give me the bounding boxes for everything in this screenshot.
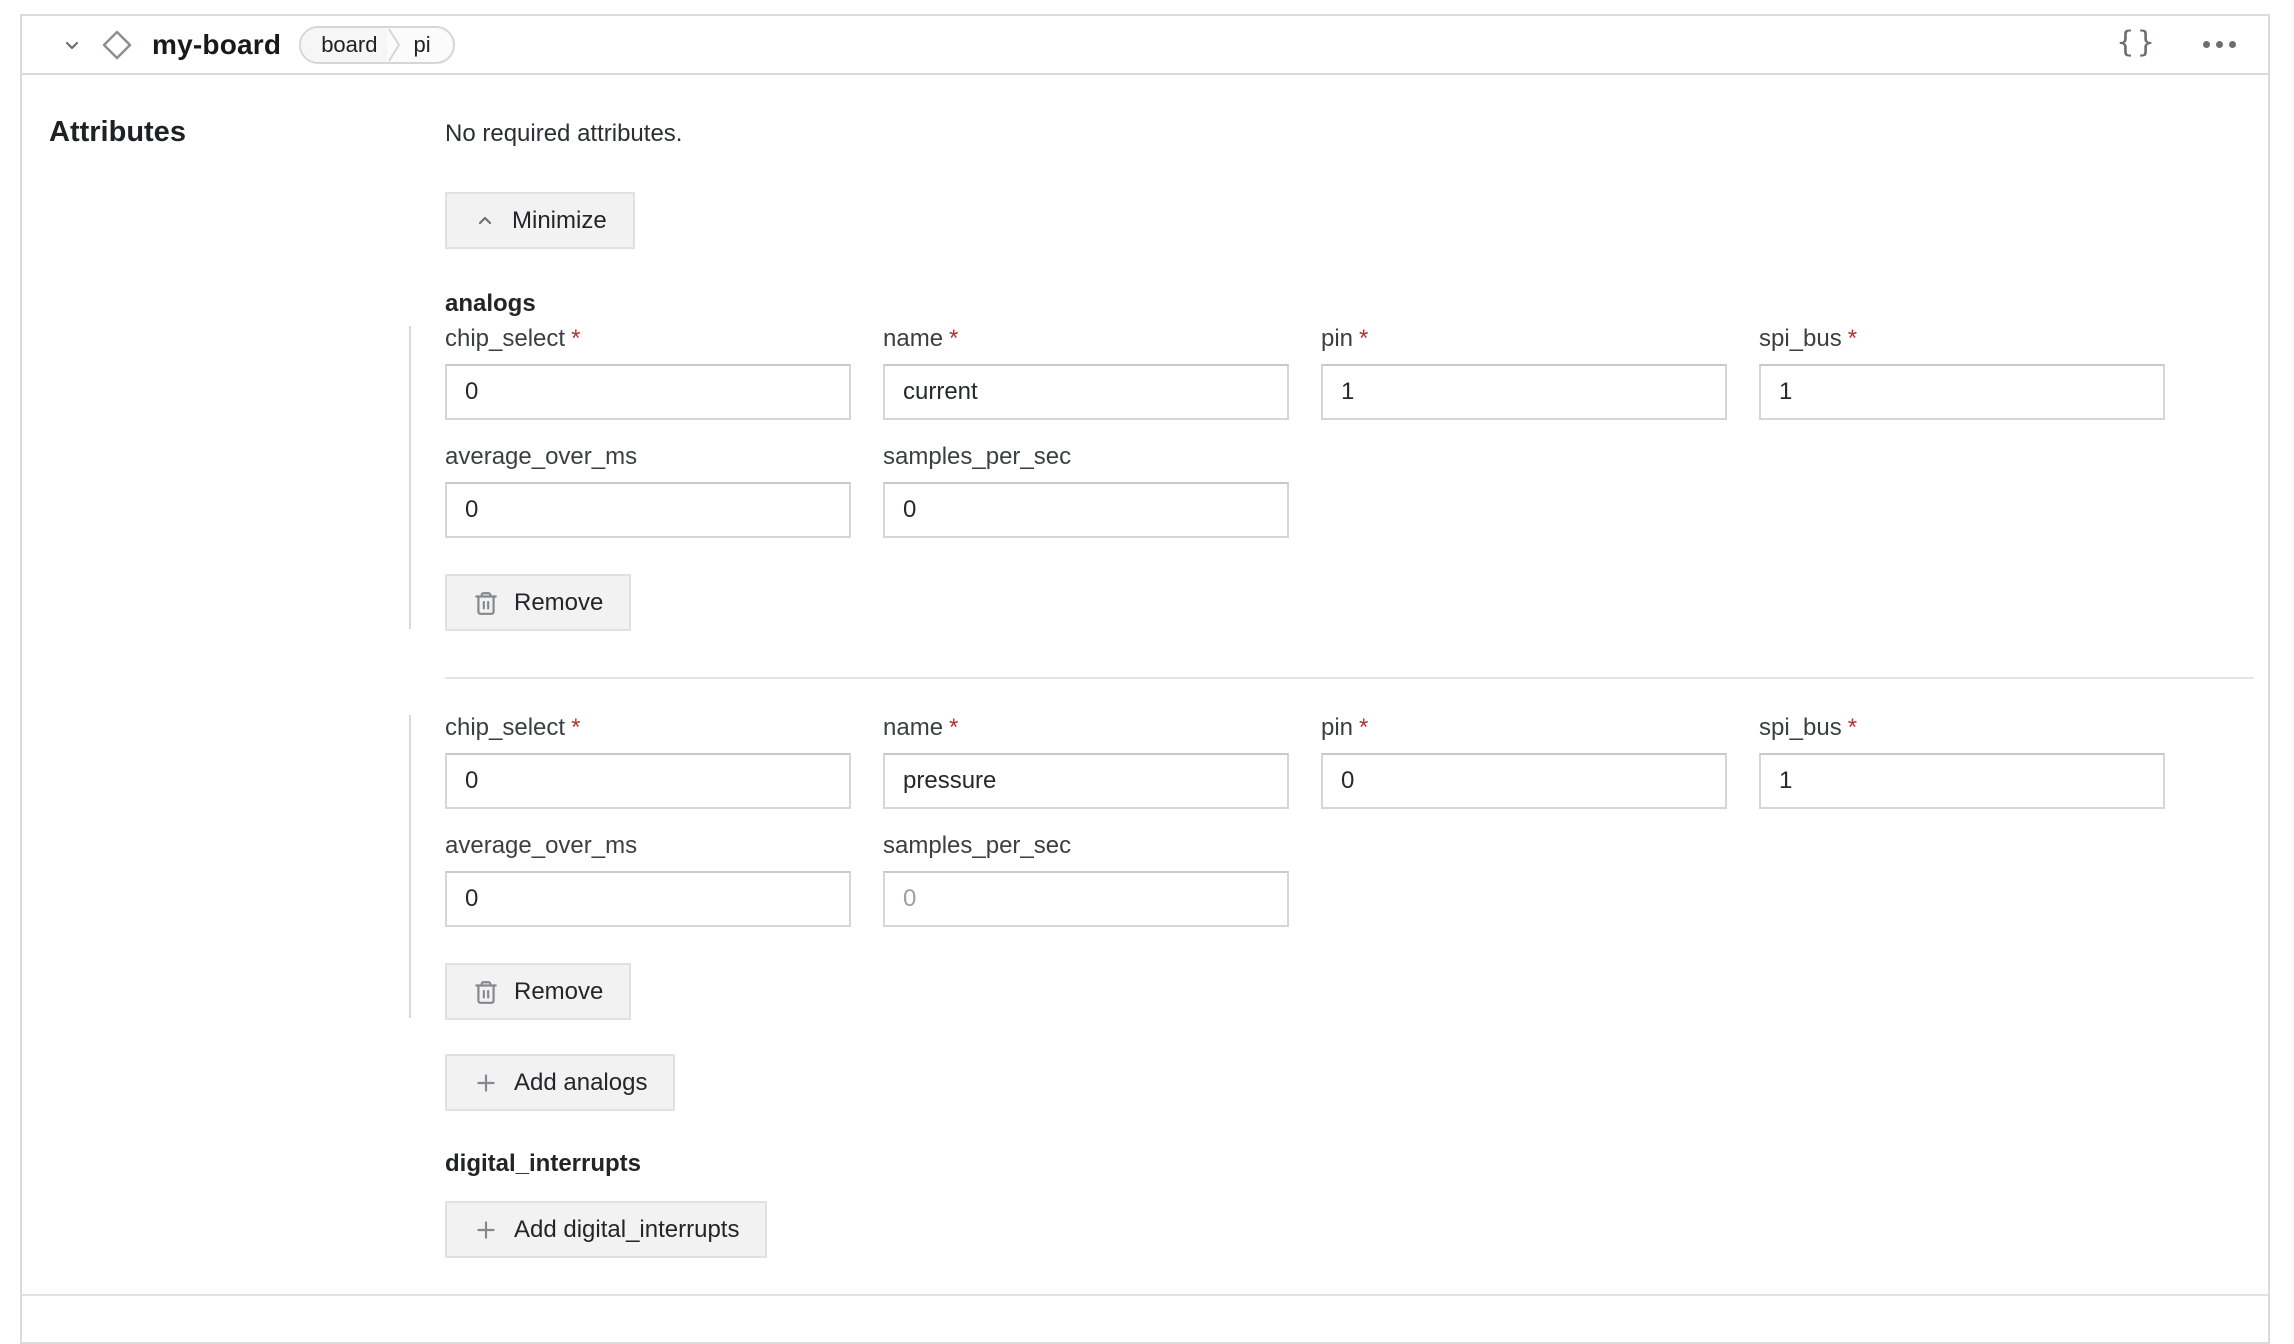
required-asterisk: * <box>1847 325 1858 352</box>
remove-analog-button[interactable]: Remove <box>445 963 632 1020</box>
field-average-over-ms: average_over_ms <box>445 831 851 927</box>
section-bottom-divider <box>22 1294 2268 1296</box>
component-type-badge[interactable]: board pi <box>299 25 455 64</box>
component-title: my-board <box>152 28 282 60</box>
field-chip-select: chip_select * <box>445 713 851 809</box>
samples-per-sec-label: samples_per_sec <box>883 443 1072 470</box>
field-average-over-ms: average_over_ms <box>445 442 851 538</box>
badge-chevron-separator-icon <box>388 27 401 62</box>
trash-icon <box>475 980 497 1004</box>
json-braces-icon[interactable]: {} <box>2116 25 2157 59</box>
field-name: name * <box>883 713 1289 809</box>
plus-icon <box>477 1220 495 1239</box>
chevron-up-icon <box>478 216 492 224</box>
plus-icon <box>477 1073 495 1092</box>
pin-label: pin * <box>1321 325 1369 352</box>
name-label: name * <box>883 325 959 352</box>
attributes-form: No required attributes. Minimize analogs… <box>409 118 2254 1258</box>
remove-analog-button[interactable]: Remove <box>445 574 632 631</box>
chip-select-label: chip_select * <box>445 325 581 352</box>
average-over-ms-input[interactable] <box>445 482 851 538</box>
required-asterisk: * <box>571 714 581 741</box>
analog-items-divider <box>445 677 2254 679</box>
ellipsis-menu-icon[interactable] <box>2201 33 2238 56</box>
name-input[interactable] <box>883 753 1289 809</box>
header-left: my-board board pi <box>52 25 2116 65</box>
header-right: {} <box>2116 28 2238 61</box>
badge-type-label: board <box>301 27 388 62</box>
add-analogs-button-label: Add analogs <box>514 1068 648 1096</box>
analog-0-fields: chip_select* name* pin* spi_bus* average… <box>445 324 2165 538</box>
remove-button-label: Remove <box>514 977 604 1005</box>
average-over-ms-label: average_over_ms <box>445 832 638 859</box>
collapse-chevron-button[interactable] <box>52 25 92 65</box>
required-asterisk: * <box>949 325 959 352</box>
add-digital-interrupts-button[interactable]: Add digital_interrupts <box>445 1201 768 1258</box>
name-label: name * <box>883 714 959 741</box>
field-pin: pin * <box>1321 713 1727 809</box>
required-asterisk: * <box>1847 714 1858 741</box>
spi-bus-input[interactable] <box>1759 753 2165 809</box>
minimize-button[interactable]: Minimize <box>445 192 635 249</box>
spi-bus-label: spi_bus * <box>1759 714 1858 741</box>
add-digital-interrupts-button-label: Add digital_interrupts <box>514 1215 740 1243</box>
chip-select-input[interactable] <box>445 753 851 809</box>
required-asterisk: * <box>949 714 959 741</box>
component-card-header: my-board board pi {} <box>22 16 2268 75</box>
trash-icon <box>475 591 497 615</box>
attributes-heading: Attributes <box>49 116 186 148</box>
samples-per-sec-label: samples_per_sec <box>883 832 1072 859</box>
required-asterisk: * <box>1359 325 1369 352</box>
analog-1-fields: chip_select* name* pin* spi_bus* average… <box>445 713 2165 927</box>
average-over-ms-input[interactable] <box>445 871 851 927</box>
analog-item-0: chip_select* name* pin* spi_bus* average… <box>409 324 2165 631</box>
name-input[interactable] <box>883 364 1289 420</box>
average-over-ms-label: average_over_ms <box>445 443 638 470</box>
pin-label: pin * <box>1321 714 1369 741</box>
pin-input[interactable] <box>1321 753 1727 809</box>
component-diamond-icon <box>94 25 140 65</box>
analogs-section-label: analogs <box>445 290 536 317</box>
digital-interrupts-section-label: digital_interrupts <box>445 1150 642 1177</box>
badge-model-label: pi <box>413 31 431 57</box>
field-chip-select: chip_select * <box>445 324 851 420</box>
add-analogs-button[interactable]: Add analogs <box>445 1054 676 1111</box>
remove-button-label: Remove <box>514 588 604 616</box>
analog-item-1: chip_select* name* pin* spi_bus* average… <box>409 713 2165 1020</box>
pin-input[interactable] <box>1321 364 1727 420</box>
no-required-attributes-note: No required attributes. <box>445 120 683 147</box>
chevron-down-icon <box>65 41 79 49</box>
chip-select-input[interactable] <box>445 364 851 420</box>
spi-bus-input[interactable] <box>1759 364 2165 420</box>
field-samples-per-sec: samples_per_sec <box>883 442 1289 538</box>
component-card: my-board board pi {} Attributes No requi… <box>20 14 2270 1344</box>
minimize-button-label: Minimize <box>512 206 607 234</box>
chip-select-label: chip_select * <box>445 714 581 741</box>
field-name: name * <box>883 324 1289 420</box>
required-asterisk: * <box>1359 714 1369 741</box>
field-pin: pin * <box>1321 324 1727 420</box>
required-asterisk: * <box>571 325 581 352</box>
spi-bus-label: spi_bus * <box>1759 325 1858 352</box>
samples-per-sec-input[interactable] <box>883 871 1289 927</box>
field-spi-bus: spi_bus * <box>1759 324 2165 420</box>
field-spi-bus: spi_bus * <box>1759 713 2165 809</box>
field-samples-per-sec: samples_per_sec <box>883 831 1289 927</box>
samples-per-sec-input[interactable] <box>883 482 1289 538</box>
